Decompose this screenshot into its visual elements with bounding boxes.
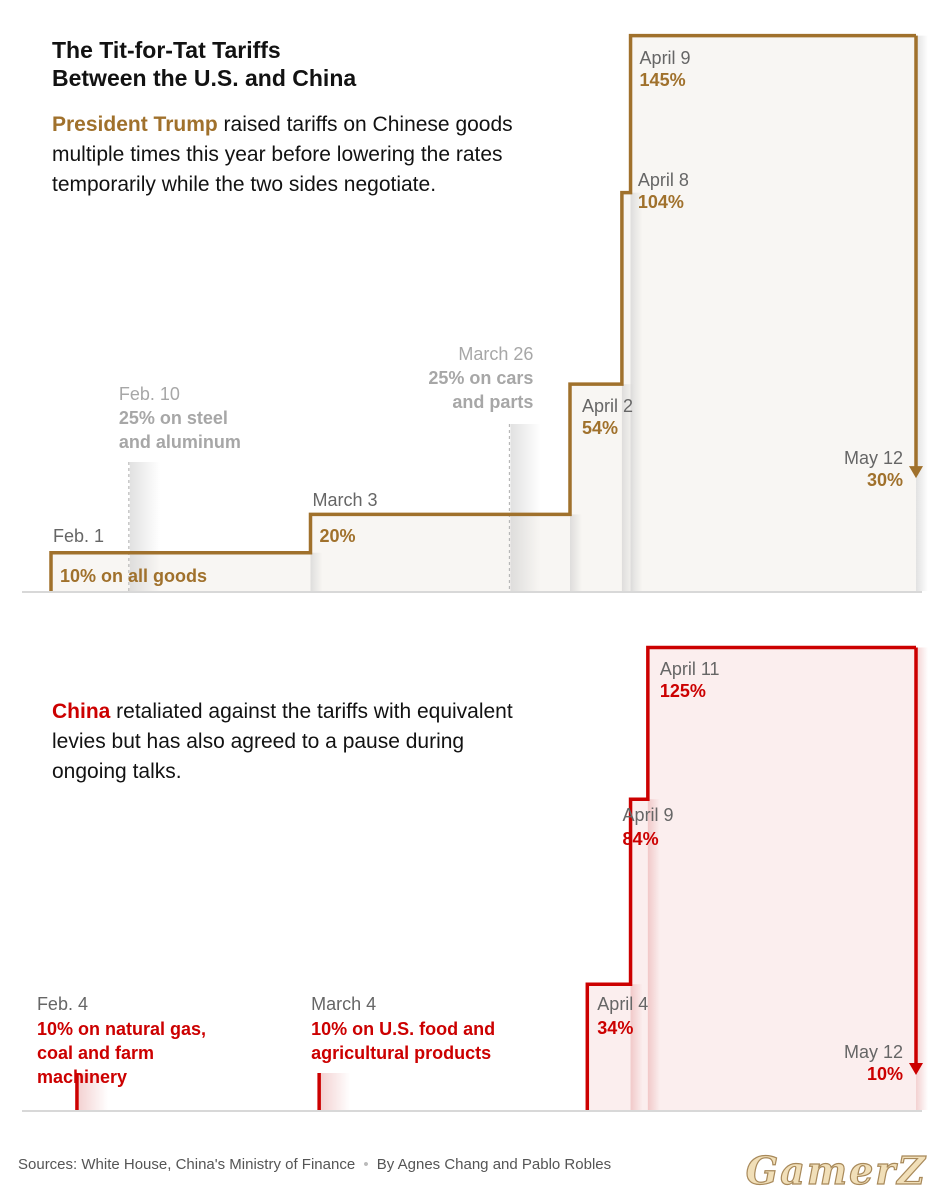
us-sector-shadow — [129, 462, 160, 591]
chart-title: The Tit-for-Tat Tariffs Between the U.S.… — [52, 36, 356, 92]
us-intro-body: raised tariffs on Chinese goods multiple… — [52, 113, 513, 196]
title-line-1: The Tit-for-Tat Tariffs — [52, 37, 281, 63]
china-tariff-area — [587, 647, 916, 1110]
china-targeted-shadow — [77, 1073, 108, 1110]
title-line-2: Between the U.S. and China — [52, 65, 357, 91]
china-intro-highlight: China — [52, 700, 111, 723]
us-label-may12-date: May 12 — [844, 448, 903, 468]
us-label-april2-date: April 2 — [582, 396, 633, 416]
us-label-feb10-value-line-2: and aluminum — [119, 432, 241, 452]
us-tariff-area — [51, 35, 916, 591]
china-label-april9-date: April 9 — [623, 805, 674, 825]
china-step-shadow — [916, 647, 928, 1110]
us-label-feb10-date: Feb. 10 — [119, 384, 180, 404]
china-label-march4-date: March 4 — [311, 994, 376, 1014]
china-label-march4-value-line-2: agricultural products — [311, 1043, 491, 1063]
us-label-may12-value: 30% — [867, 470, 903, 490]
china-label-feb4-date: Feb. 4 — [37, 994, 88, 1014]
china-label-april11-value: 125% — [660, 681, 706, 701]
us-label-march3-value: 20% — [320, 526, 356, 546]
us-label-april9-value: 145% — [640, 70, 686, 90]
us-step-shadow — [630, 192, 643, 591]
us-label-feb1-value: 10% on all goods — [60, 566, 207, 586]
us-label-march26-value-line-2: and parts — [452, 392, 533, 412]
china-label-may12-value: 10% — [867, 1064, 903, 1084]
us-label-feb1-date: Feb. 1 — [53, 526, 104, 546]
china-intro-text: China retaliated against the tariffs wit… — [52, 697, 522, 787]
us-step-shadow — [570, 514, 582, 591]
china-label-feb4-value-line-1: 10% on natural gas, — [37, 1019, 206, 1039]
us-drop-arrowhead — [909, 466, 923, 479]
us-label-april8-value: 104% — [638, 192, 684, 212]
china-step-shadow — [647, 799, 660, 1110]
us-label-april9-date: April 9 — [640, 48, 691, 68]
us-tariff-line — [49, 33, 916, 591]
us-step-shadow — [916, 35, 928, 591]
us-label-march26-date: March 26 — [458, 344, 533, 364]
us-step-shadow — [310, 552, 323, 591]
china-label-april4-value: 34% — [597, 1018, 633, 1038]
us-label-feb10-value-line-1: 25% on steel — [119, 408, 228, 428]
china-drop-arrowhead — [909, 1063, 923, 1075]
sources-text: Sources: White House, China's Ministry o… — [18, 1156, 356, 1173]
china-tariff-line — [585, 645, 916, 1110]
us-label-march3-date: March 3 — [313, 490, 378, 510]
china-label-feb4-value-line-3: machinery — [37, 1067, 127, 1087]
source-footer: Sources: White House, China's Ministry o… — [18, 1156, 611, 1173]
us-intro-highlight: President Trump — [52, 113, 218, 136]
watermark-logo: GamerZ — [745, 1147, 927, 1193]
china-label-feb4-value-line-2: coal and farm — [37, 1043, 154, 1063]
us-label-march26-value-line-1: 25% on cars — [428, 368, 533, 388]
china-label-april11-date: April 11 — [660, 659, 720, 679]
china-step-shadow — [630, 984, 643, 1110]
china-label-march4-value-line-1: 10% on U.S. food and — [311, 1019, 495, 1039]
china-intro-body: retaliated against the tariffs with equi… — [52, 700, 513, 783]
us-label-april8-date: April 8 — [638, 170, 689, 190]
us-label-april2-value: 54% — [582, 418, 618, 438]
china-targeted-shadow — [320, 1073, 351, 1110]
tariff-step-charts: Feb. 1 10% on all goods March 3 20% April 25… — [22, 33, 928, 1112]
byline-text: By Agnes Chang and Pablo Robles — [376, 1156, 612, 1173]
china-label-may12-date: May 12 — [844, 1042, 903, 1062]
us-intro-text: President Trump raised tariffs on Chines… — [52, 110, 522, 200]
china-label-april4-date: April 4 — [597, 994, 648, 1014]
us-sector-shadow — [510, 424, 541, 591]
china-label-april9-value: 84% — [623, 829, 659, 849]
separator-dot: • — [363, 1156, 369, 1173]
